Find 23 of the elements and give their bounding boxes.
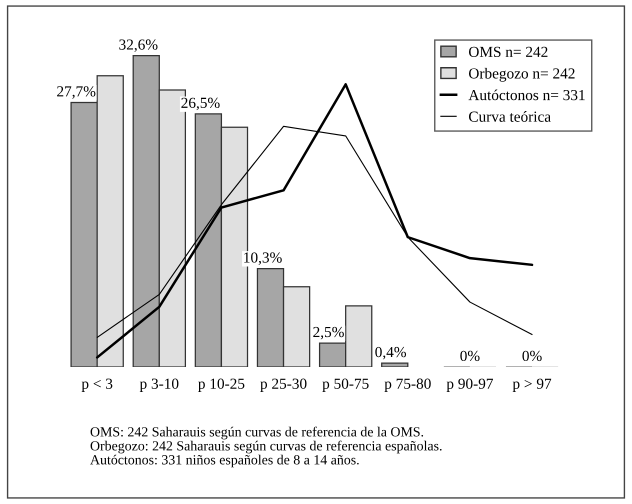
text: Orbegozo: 242 Saharauis según curvas de referencia españolas. bbox=[90, 440, 442, 454]
legend-label: Autóctonos n= 331 bbox=[468, 89, 585, 100]
legend-label: Curva teórica bbox=[468, 111, 551, 122]
text: OMS: 242 Saharauis según curvas de referencia de la OMS. bbox=[90, 426, 424, 440]
data-label: 2,5% bbox=[313, 326, 344, 340]
legend-label: OMS n= 242 bbox=[468, 46, 548, 58]
data-label: 0% bbox=[522, 350, 542, 362]
legend-label: Orbegozo n= 242 bbox=[468, 68, 575, 82]
x-tick-label: p 10-25 bbox=[198, 378, 244, 392]
x-tick-label: p 90-97 bbox=[446, 378, 494, 392]
text: Autóctonos: 331 niños españoles de 8 a 14 años. bbox=[90, 454, 359, 468]
x-tick-label: p 3-10 bbox=[140, 378, 178, 392]
x-tick-label: p < 3 bbox=[82, 378, 112, 392]
x-tick-label: p 50-75 bbox=[322, 378, 369, 392]
x-tick-label: p 25-30 bbox=[260, 378, 307, 392]
x-tick-label: p > 97 bbox=[512, 378, 552, 392]
data-label: 26,5% bbox=[181, 98, 220, 110]
data-label: 0,4% bbox=[375, 346, 406, 360]
data-label: 32,6% bbox=[119, 39, 158, 52]
x-tick-label: p 75-80 bbox=[384, 378, 431, 392]
data-label: 0% bbox=[460, 350, 480, 362]
data-label: 27,7% bbox=[57, 86, 96, 99]
data-label: 10,3% bbox=[244, 252, 282, 265]
